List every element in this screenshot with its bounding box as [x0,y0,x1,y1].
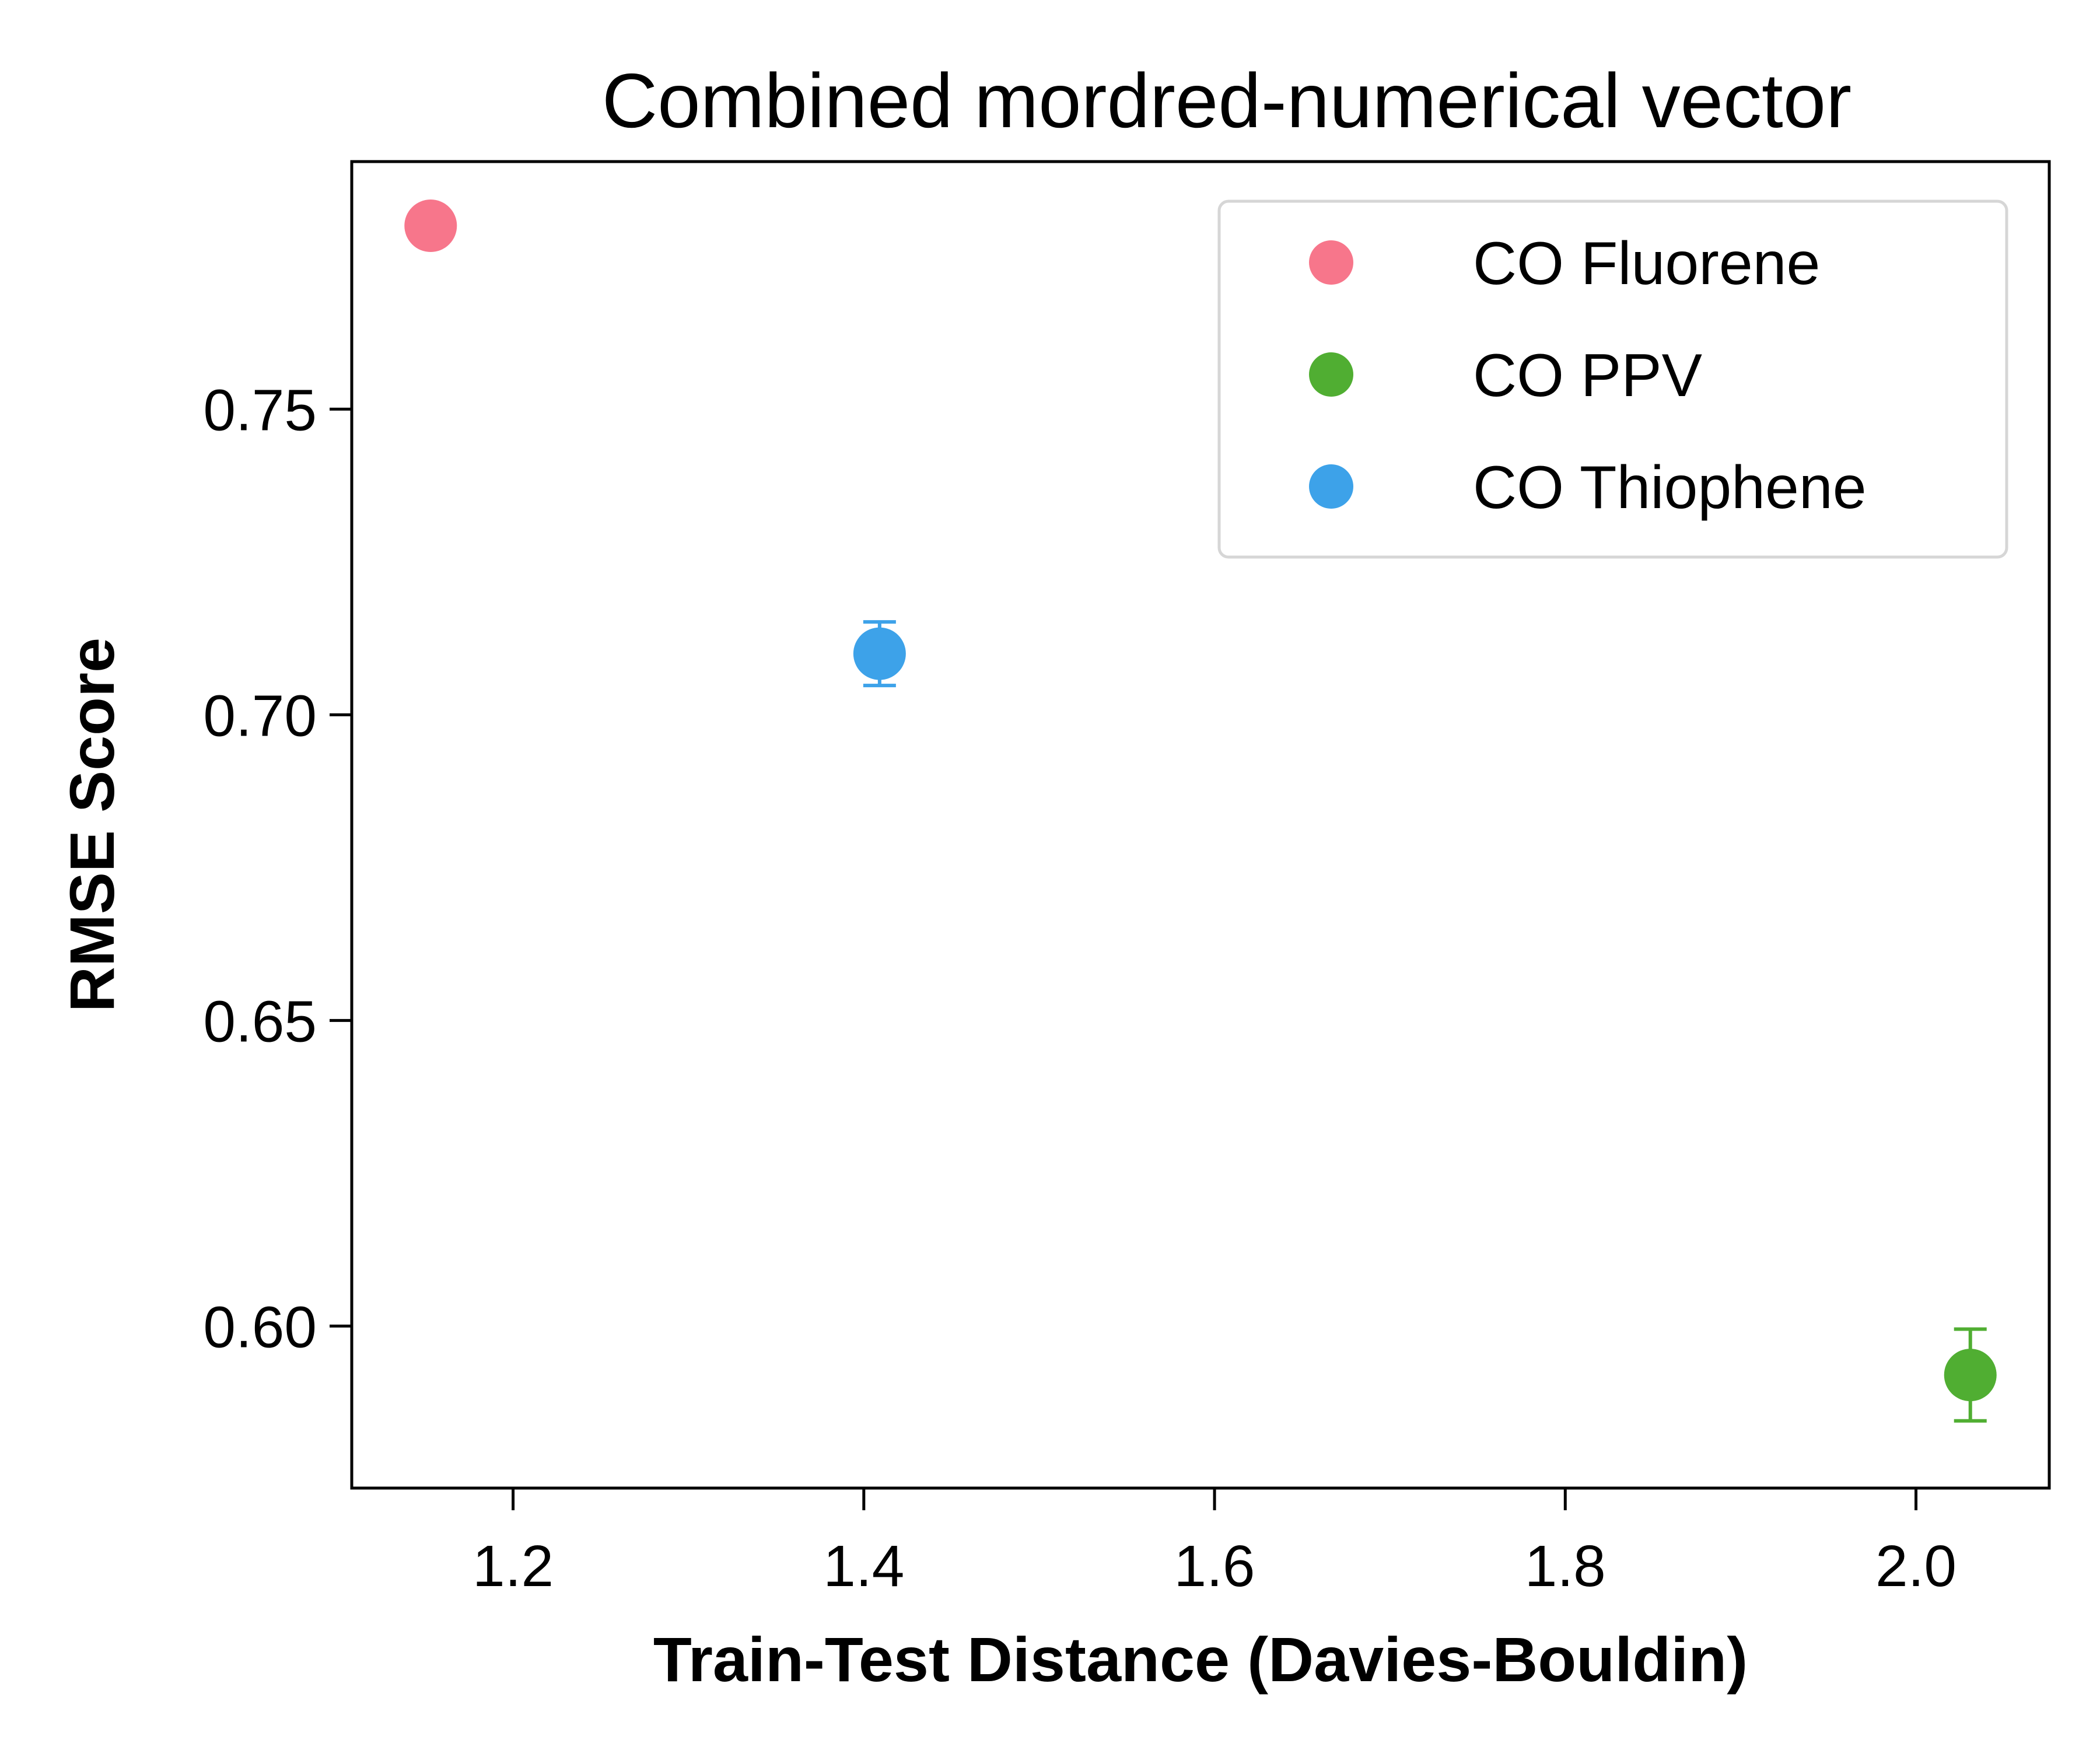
x-axis-label: Train-Test Distance (Davies-Bouldin) [653,1624,1748,1695]
legend-label: CO PPV [1473,342,1702,410]
y-axis-label: RMSE Score [57,638,127,1012]
legend-label: CO Thiophene [1473,454,1867,522]
chart-title: Combined mordred-numerical vector [602,58,1852,144]
legend-box [1217,200,2008,559]
x-tick-label: 1.4 [823,1534,904,1599]
legend: CO Fluorene CO PPV CO Thiophene [1217,200,2008,559]
legend-marker [1309,464,1353,509]
y-tick-label: 0.75 [203,377,317,443]
legend-marker [1309,352,1353,397]
plot-frame [350,160,2051,1490]
x-tick-label: 1.6 [1174,1534,1255,1599]
y-tick-label: 0.70 [203,683,317,748]
x-tick-label: 1.2 [473,1534,554,1599]
y-tick-label: 0.65 [203,989,317,1054]
x-tick-label: 1.8 [1525,1534,1606,1599]
legend-label: CO Fluorene [1473,230,1820,298]
legend-marker [1309,240,1353,285]
y-axis-ticks: 0.60 0.65 0.70 0.75 [203,377,352,1360]
x-axis-ticks: 1.2 1.4 1.6 1.8 2.0 [473,1488,1957,1599]
x-tick-label: 2.0 [1875,1534,1957,1599]
data-point [404,200,457,253]
y-tick-label: 0.60 [203,1294,317,1360]
data-point [853,627,906,680]
data-marks [404,200,1997,1423]
data-point [1944,1349,1997,1402]
